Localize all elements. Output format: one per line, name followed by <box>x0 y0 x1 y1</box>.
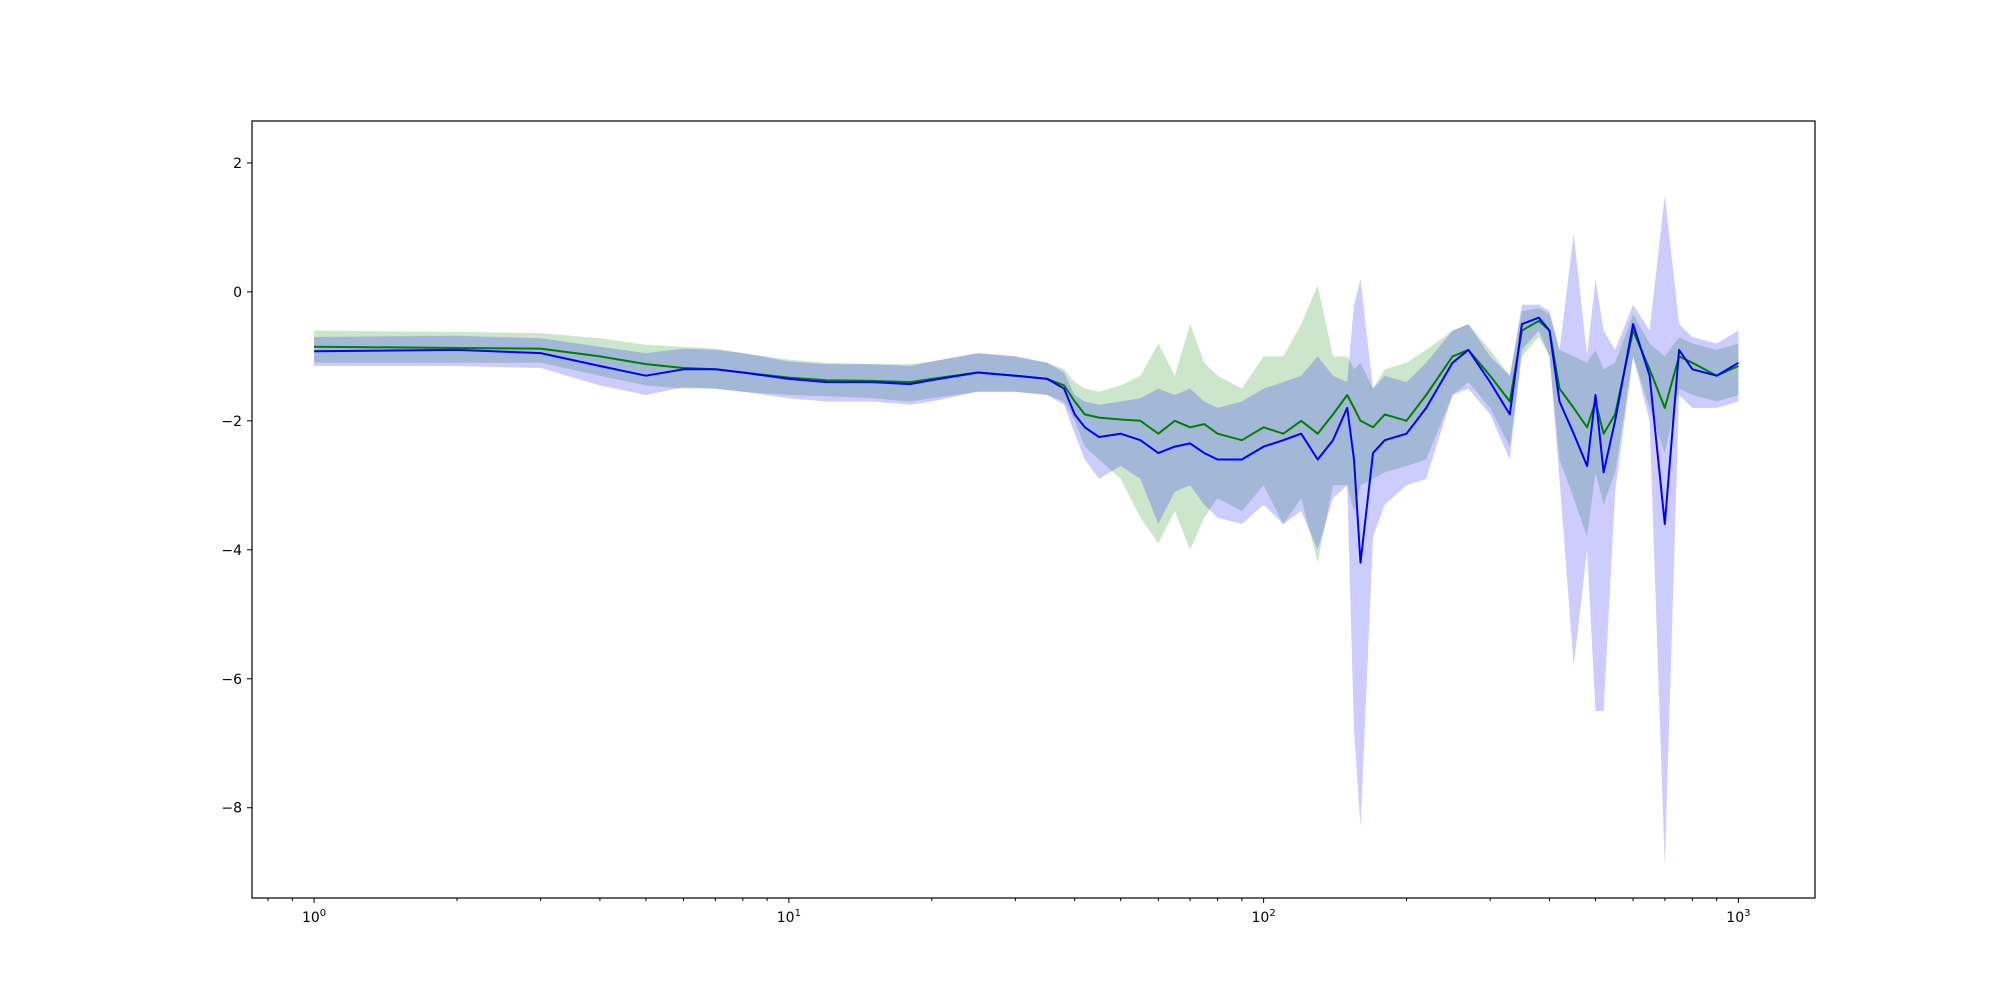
plot-frame <box>251 120 1816 899</box>
series-lines <box>314 316 1739 564</box>
x-tick-label: 103 <box>1726 908 1750 926</box>
y-tick-label: 0 <box>233 285 242 301</box>
x-tick-label: 102 <box>1252 908 1276 926</box>
confidence-bands <box>314 195 1739 866</box>
x-tick-label: 100 <box>302 908 326 926</box>
y-tick-label: 2 <box>233 156 242 172</box>
series-1-line <box>314 316 1739 564</box>
series-0-line <box>314 319 1739 442</box>
series-1-band <box>314 195 1739 866</box>
y-tick-label: −2 <box>221 414 242 430</box>
y-axis: 2 0 −2 −4 −6 −8 <box>221 156 252 817</box>
y-tick-label: −8 <box>221 801 242 817</box>
x-axis: 100 101 102 103 <box>267 898 1750 926</box>
y-tick-label: −6 <box>221 672 242 688</box>
y-tick-label: −4 <box>221 543 242 559</box>
series-0-band <box>314 285 1739 563</box>
x-tick-label: 101 <box>777 908 801 926</box>
